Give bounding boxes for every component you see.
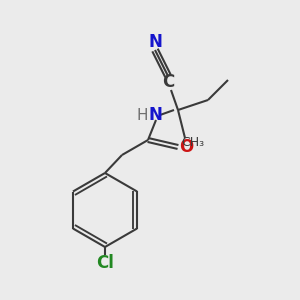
Text: Cl: Cl <box>96 254 114 272</box>
Text: O: O <box>179 138 193 156</box>
Text: H: H <box>136 107 148 122</box>
Text: CH₃: CH₃ <box>182 136 205 149</box>
Text: C: C <box>162 73 174 91</box>
Text: N: N <box>148 106 162 124</box>
Text: N: N <box>148 33 162 51</box>
